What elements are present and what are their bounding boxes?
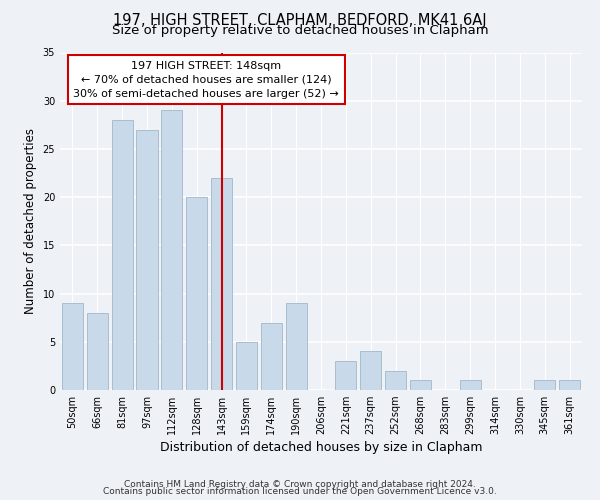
Bar: [211, 178, 232, 390]
Bar: [385, 370, 406, 390]
Text: 197 HIGH STREET: 148sqm
← 70% of detached houses are smaller (124)
30% of semi-d: 197 HIGH STREET: 148sqm ← 70% of detache…: [73, 61, 339, 99]
Text: 197, HIGH STREET, CLAPHAM, BEDFORD, MK41 6AJ: 197, HIGH STREET, CLAPHAM, BEDFORD, MK41…: [113, 12, 487, 28]
Bar: [136, 130, 158, 390]
Text: Contains HM Land Registry data © Crown copyright and database right 2024.: Contains HM Land Registry data © Crown c…: [124, 480, 476, 489]
Bar: [62, 303, 83, 390]
X-axis label: Distribution of detached houses by size in Clapham: Distribution of detached houses by size …: [160, 442, 482, 454]
Bar: [161, 110, 182, 390]
Bar: [460, 380, 481, 390]
Bar: [335, 361, 356, 390]
Bar: [286, 303, 307, 390]
Y-axis label: Number of detached properties: Number of detached properties: [24, 128, 37, 314]
Text: Size of property relative to detached houses in Clapham: Size of property relative to detached ho…: [112, 24, 488, 37]
Bar: [186, 197, 207, 390]
Bar: [87, 313, 108, 390]
Bar: [261, 322, 282, 390]
Bar: [559, 380, 580, 390]
Bar: [360, 352, 381, 390]
Bar: [236, 342, 257, 390]
Bar: [410, 380, 431, 390]
Bar: [534, 380, 555, 390]
Bar: [112, 120, 133, 390]
Text: Contains public sector information licensed under the Open Government Licence v3: Contains public sector information licen…: [103, 487, 497, 496]
